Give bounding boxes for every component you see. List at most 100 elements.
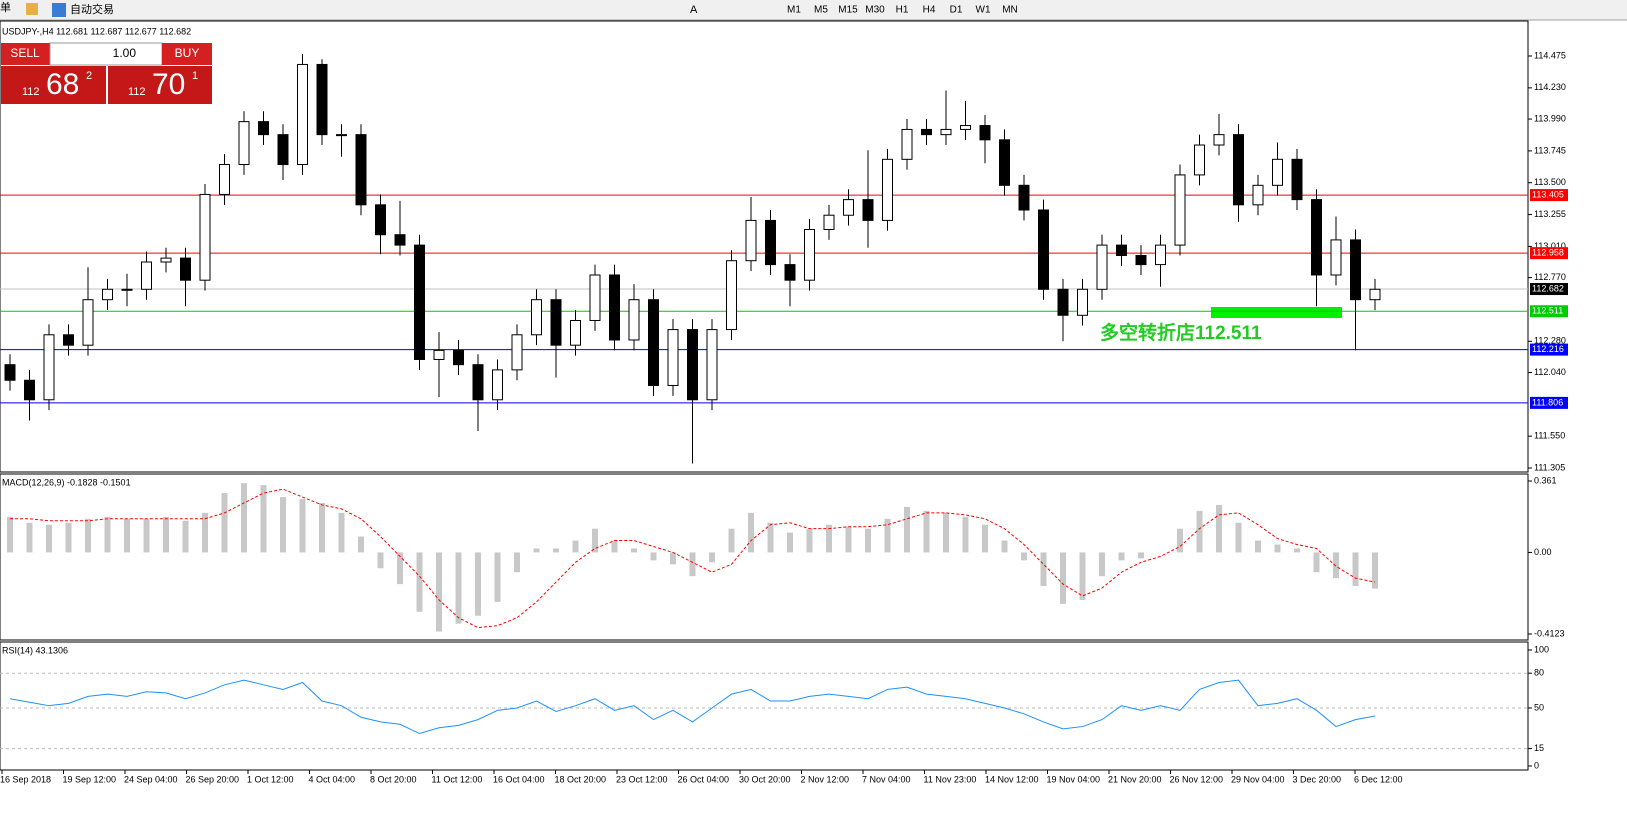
candle-body: [960, 125, 971, 130]
candle-body: [121, 288, 133, 291]
buy-price-main: 70: [152, 68, 185, 101]
candle-body: [687, 329, 698, 401]
macd-bar: [709, 552, 715, 563]
toolbar: [0, 0, 1627, 20]
auto-trade-label[interactable]: 自动交易: [70, 2, 114, 16]
candle-body: [1057, 288, 1069, 316]
candle-body: [511, 334, 523, 371]
candle-body: [784, 264, 796, 281]
level-label: 112.216: [1532, 344, 1564, 354]
candle-body: [43, 334, 55, 401]
macd-bar: [904, 506, 910, 553]
y-tick-label: 113.255: [1534, 209, 1566, 219]
macd-bar: [670, 552, 676, 565]
candle-body: [1350, 239, 1361, 301]
y-tick-label: 15: [1534, 743, 1544, 753]
rsi-line: [9, 679, 1376, 735]
y-tick-label: 112.770: [1534, 272, 1566, 282]
buy-price-box[interactable]: [108, 66, 212, 104]
macd-bar: [475, 552, 481, 616]
candle-body: [4, 364, 16, 381]
candle-body: [1096, 244, 1108, 290]
candle-body: [628, 299, 640, 341]
timeframe-button[interactable]: M1: [787, 5, 801, 16]
x-tick-label: 26 Nov 12:00: [1170, 774, 1224, 784]
candle-body: [63, 334, 74, 346]
macd-bar: [163, 516, 169, 553]
macd-bar: [767, 522, 774, 553]
macd-bar: [689, 552, 696, 577]
timeframe-button[interactable]: H1: [896, 5, 909, 16]
x-tick-label: 8 Oct 20:00: [370, 774, 417, 784]
macd-bar: [1313, 552, 1320, 573]
timeframe-button[interactable]: M5: [814, 5, 828, 16]
macd-bar: [46, 524, 52, 553]
macd-bar: [202, 512, 208, 553]
macd-bar: [280, 497, 286, 553]
timeframe-button[interactable]: MN: [1002, 5, 1018, 16]
lot-value[interactable]: 1.00: [113, 46, 137, 60]
y-tick-label: -0.4123: [1534, 628, 1565, 638]
candle-body: [258, 121, 269, 136]
macd-bar: [1333, 552, 1339, 579]
current-price-label: 112.682: [1532, 283, 1564, 293]
candle-body: [1311, 199, 1322, 276]
macd-bar: [1099, 552, 1105, 577]
macd-bar: [143, 518, 150, 553]
timeframe-button[interactable]: M30: [865, 5, 885, 16]
candle-body: [1018, 184, 1030, 211]
candle-body: [472, 364, 484, 401]
macd-bar: [923, 510, 930, 553]
y-tick-label: 80: [1534, 668, 1544, 678]
x-tick-label: 21 Nov 20:00: [1108, 774, 1162, 784]
sell-button[interactable]: [1, 43, 50, 65]
macd-bar: [455, 552, 462, 624]
macd-bar: [787, 532, 793, 553]
y-tick-label: 113.010: [1534, 241, 1566, 251]
candle-body: [999, 139, 1010, 186]
candle-body: [375, 204, 386, 236]
candle-body: [765, 219, 776, 266]
rsi-label: RSI(14) 43.1306: [2, 645, 68, 655]
x-tick-label: 30 Oct 20:00: [739, 774, 791, 784]
timeframe-button[interactable]: M15: [838, 5, 858, 16]
x-tick-label: 6 Dec 12:00: [1354, 774, 1403, 784]
sell-label[interactable]: SELL: [10, 46, 40, 60]
auto-trade-button[interactable]: [52, 3, 66, 17]
candle-body: [219, 164, 230, 195]
macd-bar: [533, 548, 540, 553]
buy-price-big: 112: [128, 86, 146, 98]
timeframe-button[interactable]: H4: [923, 5, 936, 16]
timeframe-button[interactable]: D1: [950, 5, 963, 16]
current-price-tag: [1530, 283, 1568, 296]
macd-bar: [494, 552, 501, 602]
candle-body: [1291, 158, 1303, 201]
macd-bar: [241, 483, 247, 553]
macd-bar: [865, 528, 871, 553]
macd-bar: [85, 518, 91, 553]
lot-input[interactable]: [49, 42, 163, 66]
level-label: 112.958: [1532, 248, 1564, 258]
level-label: 111.806: [1532, 397, 1563, 407]
level-label: 112.511: [1532, 306, 1563, 316]
buy-button[interactable]: [162, 43, 212, 65]
candle-body: [1252, 184, 1264, 206]
x-tick-label: 19 Nov 04:00: [1047, 774, 1101, 784]
y-tick-label: 0.00: [1534, 547, 1552, 557]
sell-price-box[interactable]: [1, 66, 106, 104]
candle-body: [550, 299, 562, 346]
timeframe-button[interactable]: W1: [976, 5, 991, 16]
macd-pane: [0, 473, 1529, 641]
x-tick-label: 2 Nov 12:00: [801, 774, 850, 784]
level-label: 113.405: [1532, 189, 1564, 199]
macd-bar: [1040, 552, 1047, 587]
x-tick-label: 19 Sep 12:00: [63, 774, 117, 784]
candle-body: [180, 257, 191, 281]
candle-body: [882, 158, 893, 221]
candle-body: [414, 244, 425, 360]
buy-label[interactable]: BUY: [175, 46, 200, 60]
candle-body: [277, 134, 289, 166]
macd-bar: [553, 548, 559, 553]
candle-body: [1174, 174, 1186, 246]
text-tool[interactable]: A: [690, 4, 698, 16]
